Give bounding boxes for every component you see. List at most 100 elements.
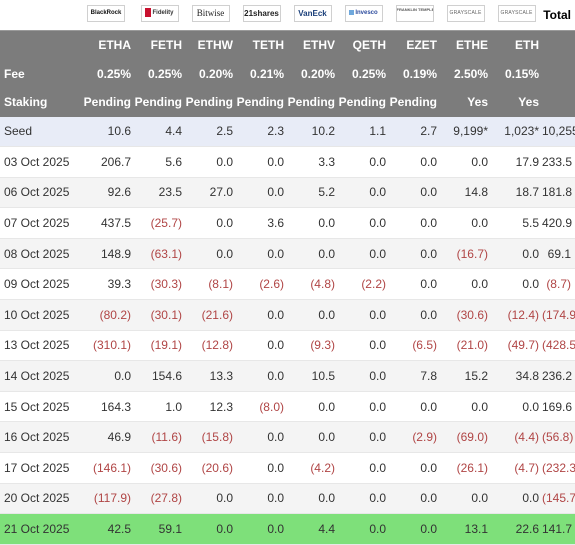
flow-cell: 5.5: [491, 207, 542, 239]
flow-cell: 27.0: [185, 177, 236, 209]
flow-cell: 3.3: [287, 146, 338, 178]
flow-cell: 0.0: [236, 238, 287, 270]
flow-cell: 0.0: [338, 207, 389, 239]
total-cell: (145.7): [542, 483, 575, 515]
total-cell: 69.1: [542, 238, 575, 270]
grayscale-logo: GRAYSCALE: [497, 5, 536, 22]
flow-cell: 14.8: [440, 177, 491, 209]
flow-cell: 0.0: [338, 513, 389, 545]
flow-cell: 0.0: [236, 177, 287, 209]
flow-cell: (4.4): [491, 421, 542, 454]
flow-cell: 1,023*: [491, 116, 542, 148]
date-cell: 09 Oct 2025: [0, 268, 78, 301]
invesco-logo: Invesco: [344, 5, 383, 22]
21shares-logo: 21shares: [242, 5, 281, 22]
flow-cell: 0.0: [440, 391, 491, 423]
flow-cell: 2.5: [185, 116, 236, 148]
grayscale-logo: GRAYSCALE: [446, 5, 485, 22]
ticker-cell: EZET: [389, 30, 440, 60]
flow-cell: 0.0: [491, 238, 542, 270]
total-cell: 236.2: [542, 360, 575, 392]
staking-label: Staking: [0, 88, 78, 117]
flow-cell: (12.8): [185, 330, 236, 362]
flow-rows: Seed 10.6 4.4 2.5 2.3 10.2 1.1 2.7 9,199* 1,023* 1…: [0, 116, 575, 545]
flow-cell: 0.0: [338, 299, 389, 331]
flow-cell: 0.0: [338, 452, 389, 484]
flow-cell: 10.6: [78, 116, 134, 148]
flow-cell: 0.0: [440, 268, 491, 301]
flow-cell: (4.8): [287, 268, 338, 301]
flow-cell: (30.6): [134, 452, 185, 484]
flow-cell: (310.1): [78, 330, 134, 362]
fee-cell: 2.50%: [440, 59, 491, 88]
date-cell: Seed: [0, 116, 78, 148]
total-cell: 10,255: [542, 116, 575, 148]
flow-cell: 92.6: [78, 177, 134, 209]
flow-cell: 0.0: [338, 421, 389, 454]
ticker-row: ETHA FETH ETHW TETH ETHV QETH EZET ETHE ETH: [0, 30, 575, 60]
flow-cell: 0.0: [338, 238, 389, 270]
flow-cell: (6.5): [389, 330, 440, 362]
flow-cell: (30.3): [134, 268, 185, 301]
flow-cell: 0.0: [236, 360, 287, 392]
flow-cell: 0.0: [338, 146, 389, 178]
issuer-logo-row: BlackRock Fidelity Bitwise 21shares VanE…: [0, 0, 575, 31]
fee-cell: 0.20%: [185, 59, 236, 88]
staking-cell: Pending: [389, 88, 440, 117]
flow-cell: 0.0: [236, 452, 287, 484]
flow-cell: 0.0: [338, 391, 389, 423]
flow-cell: 0.0: [287, 391, 338, 423]
staking-cell: Pending: [338, 88, 389, 117]
date-cell: 20 Oct 2025: [0, 483, 78, 515]
flow-cell: 0.0: [491, 391, 542, 423]
total-cell: (174.9): [542, 299, 575, 331]
date-cell: 08 Oct 2025: [0, 238, 78, 270]
flow-cell: 15.2: [440, 360, 491, 392]
flow-cell: (2.6): [236, 268, 287, 301]
flow-cell: 0.0: [287, 238, 338, 270]
date-cell: 03 Oct 2025: [0, 146, 78, 178]
flow-cell: 0.0: [185, 146, 236, 178]
flow-cell: (21.6): [185, 299, 236, 331]
flow-cell: 0.0: [236, 330, 287, 362]
date-cell: 21 Oct 2025: [0, 513, 78, 545]
flow-cell: (9.3): [287, 330, 338, 362]
flow-cell: (2.9): [389, 421, 440, 454]
flow-cell: 0.0: [440, 207, 491, 239]
flow-cell: 4.4: [134, 116, 185, 148]
flow-cell: (8.1): [185, 268, 236, 301]
flow-cell: 0.0: [389, 452, 440, 484]
fee-row: Fee 0.25% 0.25% 0.20% 0.21% 0.20% 0.25% 0.19% 2…: [0, 59, 575, 88]
flow-cell: (4.2): [287, 452, 338, 484]
table-row: 03 Oct 2025 206.7 5.6 0.0 0.0 3.3 0.0 0.0 0.0 17.…: [0, 146, 575, 178]
staking-cell: Pending: [287, 88, 338, 117]
flow-cell: 10.2: [287, 116, 338, 148]
table-row: 09 Oct 2025 39.3 (30.3) (8.1) (2.6) (4.8) (2.2…: [0, 268, 575, 301]
flow-cell: 148.9: [78, 238, 134, 270]
total-cell: (428.5): [542, 330, 575, 362]
flow-cell: (19.1): [134, 330, 185, 362]
date-cell: 14 Oct 2025: [0, 360, 78, 392]
fee-cell: 0.15%: [491, 59, 542, 88]
fee-cell: 0.21%: [236, 59, 287, 88]
table-row: 17 Oct 2025 (146.1) (30.6) (20.6) 0.0 (4.2) 0.…: [0, 452, 575, 484]
date-cell: 13 Oct 2025: [0, 330, 78, 362]
flow-cell: 4.4: [287, 513, 338, 545]
table-row: 10 Oct 2025 (80.2) (30.1) (21.6) 0.0 0.0 0.0 0.…: [0, 299, 575, 331]
flow-cell: (25.7): [134, 207, 185, 239]
total-cell: (232.3): [542, 452, 575, 484]
flow-cell: 0.0: [236, 513, 287, 545]
flow-cell: 0.0: [236, 146, 287, 178]
flow-cell: 0.0: [389, 483, 440, 515]
flow-cell: 0.0: [389, 146, 440, 178]
flow-cell: 22.6: [491, 513, 542, 545]
flow-cell: 0.0: [338, 360, 389, 392]
flow-cell: 154.6: [134, 360, 185, 392]
flow-cell: 0.0: [389, 238, 440, 270]
flow-cell: 2.7: [389, 116, 440, 148]
flow-cell: 18.7: [491, 177, 542, 209]
flow-cell: 0.0: [287, 483, 338, 515]
date-cell: 07 Oct 2025: [0, 207, 78, 239]
flow-cell: 0.0: [389, 299, 440, 331]
flow-cell: (21.0): [440, 330, 491, 362]
